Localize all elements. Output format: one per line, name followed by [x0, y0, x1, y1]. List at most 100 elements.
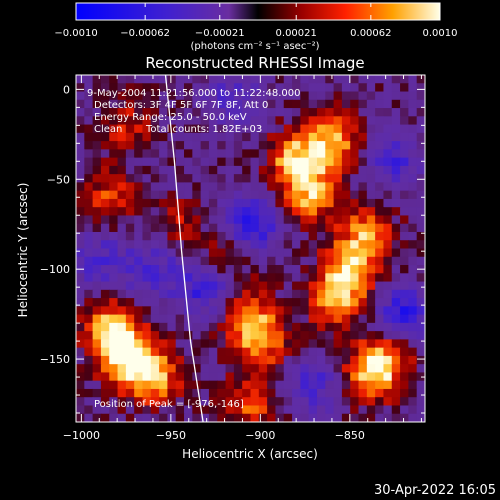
heatmap-cell	[258, 75, 268, 84]
heatmap-cell	[341, 331, 351, 340]
heatmap-cell	[150, 174, 160, 183]
heatmap-cell	[175, 157, 185, 167]
heatmap-cell	[283, 223, 293, 233]
heatmap-cell	[92, 141, 102, 150]
heatmap-cell	[117, 306, 127, 316]
heatmap-cell	[275, 141, 285, 150]
heatmap-cell	[400, 281, 409, 291]
heatmap-cell	[175, 339, 185, 349]
heatmap-cell	[341, 405, 351, 415]
heatmap-cell	[142, 207, 152, 217]
heatmap-cell	[217, 99, 227, 109]
heatmap-cell	[192, 355, 202, 365]
heatmap-cell	[192, 240, 202, 250]
heatmap-cell	[383, 174, 393, 183]
heatmap-cell	[333, 75, 343, 84]
heatmap-cell	[242, 372, 252, 382]
heatmap-cell	[358, 388, 368, 398]
heatmap-cell	[358, 397, 368, 407]
heatmap-cell	[408, 364, 418, 374]
heatmap-cell	[333, 141, 343, 150]
heatmap-cell	[358, 75, 368, 84]
heatmap-cell	[76, 256, 85, 266]
heatmap-cell	[92, 380, 102, 390]
heatmap-cell	[316, 223, 326, 233]
heatmap-cell	[192, 174, 202, 183]
heatmap-cell	[408, 413, 418, 422]
heatmap-cell	[217, 331, 227, 340]
heatmap-cell	[233, 273, 243, 283]
annotation-time-range: 9-May-2004 11:21:56.000 to 11:22:48.000	[87, 88, 300, 99]
heatmap-cell	[350, 388, 360, 398]
heatmap-cell	[125, 347, 135, 357]
heatmap-cell	[292, 405, 301, 415]
heatmap-cell	[391, 248, 401, 258]
heatmap-cell	[184, 298, 193, 307]
heatmap-cell	[325, 281, 335, 291]
heatmap-cell	[341, 314, 351, 324]
heatmap-cell	[134, 174, 144, 183]
heatmap-cell	[233, 248, 243, 258]
heatmap-cell	[100, 298, 110, 307]
heatmap-cell	[283, 405, 293, 415]
heatmap-cell	[308, 198, 318, 208]
heatmap-cell	[92, 322, 102, 332]
heatmap-cell	[184, 331, 193, 340]
heatmap-cell	[325, 331, 335, 340]
heatmap-cell	[200, 108, 210, 117]
heatmap-cell	[250, 372, 260, 382]
heatmap-cell	[233, 190, 243, 200]
heatmap-cell	[300, 314, 310, 324]
heatmap-cell	[416, 413, 425, 422]
heatmap-cell	[76, 223, 85, 233]
heatmap-cell	[258, 132, 268, 142]
heatmap-cell	[184, 198, 193, 208]
heatmap-cell	[366, 347, 376, 357]
heatmap-cell	[250, 99, 260, 109]
heatmap-cell	[109, 256, 119, 266]
heatmap-cell	[250, 306, 260, 316]
heatmap-cell	[375, 91, 385, 101]
heatmap-cell	[350, 256, 360, 266]
heatmap-cell	[208, 124, 218, 134]
heatmap-cell	[316, 265, 326, 274]
heatmap-cell	[308, 347, 318, 357]
heatmap-cell	[92, 157, 102, 167]
heatmap-cell	[84, 322, 94, 332]
heatmap-cell	[100, 273, 110, 283]
heatmap-cell	[267, 256, 277, 266]
heatmap-cell	[391, 380, 401, 390]
heatmap-cell	[192, 388, 202, 398]
heatmap-cell	[258, 83, 268, 93]
heatmap-cell	[366, 141, 376, 150]
heatmap-cell	[383, 215, 393, 225]
heatmap-cell	[76, 124, 85, 134]
heatmap-cell	[275, 108, 285, 117]
heatmap-cell	[300, 397, 310, 407]
heatmap-cell	[134, 388, 144, 398]
heatmap-cell	[275, 99, 285, 109]
heatmap-cell	[175, 388, 185, 398]
heatmap-cell	[250, 405, 260, 415]
heatmap-cell	[150, 190, 160, 200]
annotation-total-counts: Total counts: 1.82E+03	[145, 124, 262, 135]
heatmap-cell	[300, 124, 310, 134]
heatmap-cell	[208, 207, 218, 217]
heatmap-cell	[217, 322, 227, 332]
y-tick-label: −150	[40, 353, 70, 366]
heatmap-cell	[192, 207, 202, 217]
heatmap-cell	[117, 380, 127, 390]
heatmap-cell	[416, 355, 425, 365]
heatmap-cell	[267, 83, 277, 93]
heatmap-cell	[333, 273, 343, 283]
heatmap-cell	[184, 157, 193, 167]
heatmap-cell	[134, 331, 144, 340]
heatmap-cell	[375, 405, 385, 415]
heatmap-cell	[117, 91, 127, 101]
heatmap-cell	[350, 265, 360, 274]
heatmap-cell	[200, 215, 210, 225]
heatmap-cell	[134, 265, 144, 274]
heatmap-cell	[217, 339, 227, 349]
heatmap-cell	[391, 132, 401, 142]
heatmap-cell	[366, 157, 376, 167]
